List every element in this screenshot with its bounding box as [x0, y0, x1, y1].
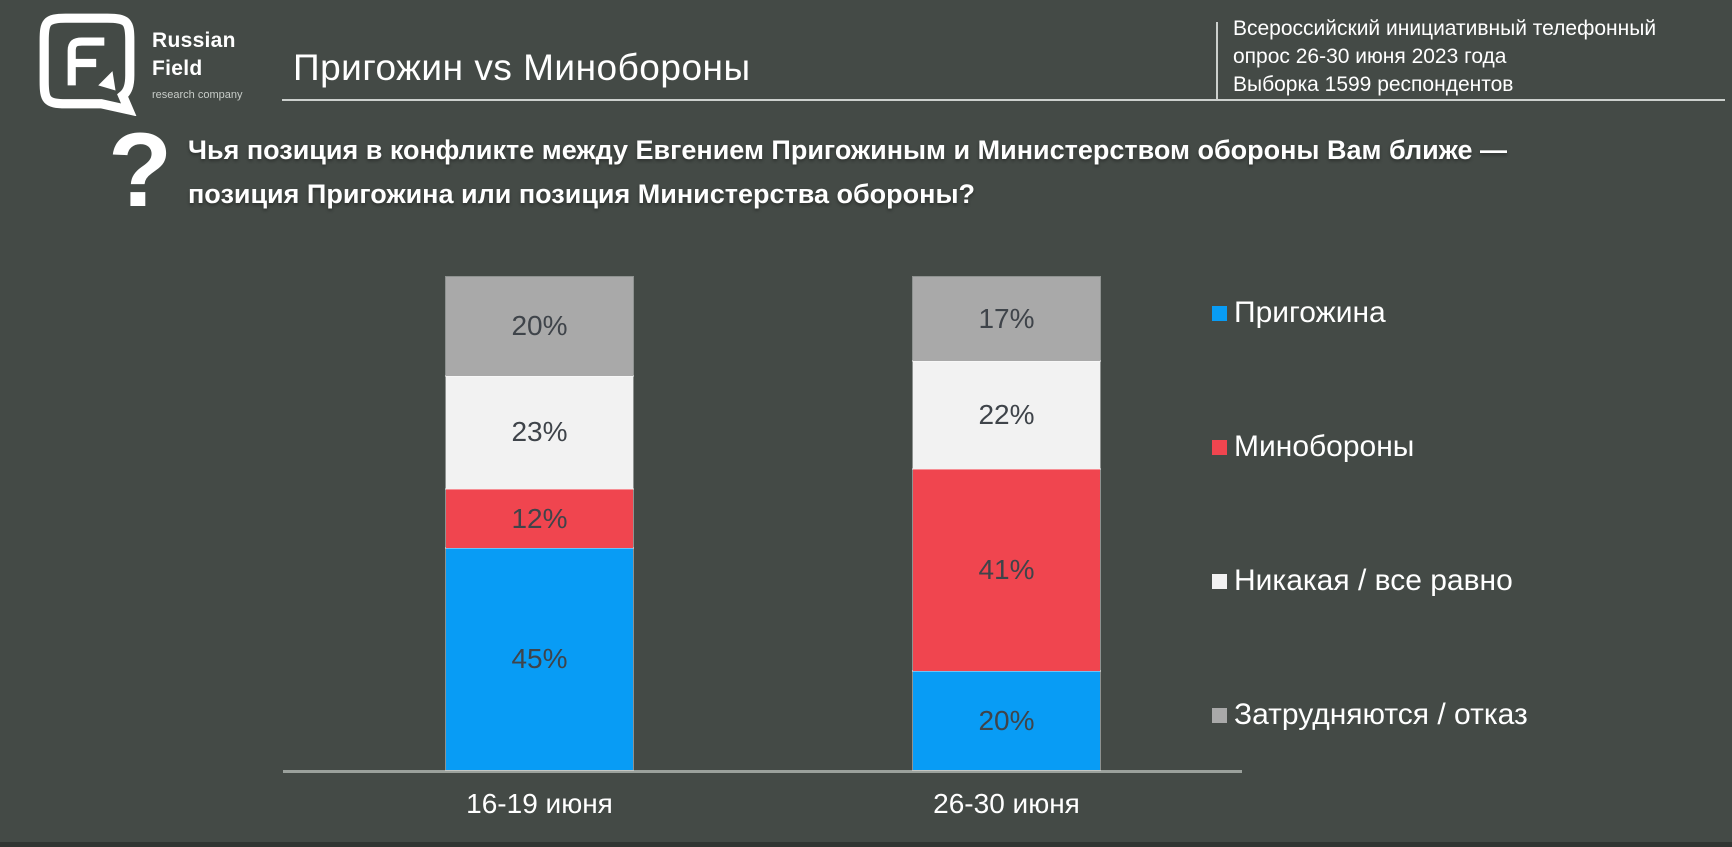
segment-value-label: 45% [511, 643, 568, 675]
brand-name-line1: Russian [152, 29, 236, 52]
legend-item: Затрудняются / отказ [1212, 698, 1528, 732]
brand-tagline: research company [152, 89, 243, 101]
bar-segment: 20% [446, 277, 633, 376]
brand-name-line2: Field [152, 57, 203, 80]
legend-item: Минобороны [1212, 430, 1528, 464]
legend-label: Минобороны [1234, 430, 1415, 463]
legend: Пригожина Минобороны Никакая / все равно За… [1212, 296, 1528, 732]
legend-color-swatch [1212, 573, 1227, 589]
legend-item: Никакая / все равно [1212, 564, 1528, 598]
survey-meta-line: Выборка 1599 респондентов [1233, 73, 1514, 96]
bar-segment: 41% [913, 469, 1100, 672]
russian-field-logo [39, 13, 137, 116]
legend-color-swatch [1212, 439, 1227, 455]
bar-segment: 12% [446, 488, 633, 549]
question-text-line: Чья позиция в конфликте между Евгением П… [188, 135, 1508, 165]
question-text-line: позиция Пригожина или позиция Министерст… [188, 179, 976, 209]
meta-divider [1216, 22, 1218, 100]
category-label: 26-30 июня [933, 788, 1080, 819]
x-axis-line [283, 770, 1242, 773]
survey-meta-line: Всероссийский инициативный телефонный [1233, 17, 1657, 40]
bar-segment: 23% [446, 375, 633, 489]
bar-segment: 22% [913, 360, 1100, 470]
brand-block: Russian Field research company [152, 27, 243, 101]
segment-value-label: 17% [978, 302, 1035, 334]
legend-label: Никакая / все равно [1234, 564, 1513, 597]
question-text: Чья позиция в конфликте между Евгением П… [188, 128, 1507, 216]
title-underline [282, 99, 1725, 101]
legend-color-swatch [1212, 305, 1227, 321]
bar-segment: 17% [913, 277, 1100, 361]
segment-value-label: 20% [978, 704, 1035, 736]
category-label: 16-19 июня [466, 788, 613, 819]
segment-value-label: 20% [511, 310, 568, 342]
legend-label: Затрудняются / отказ [1234, 698, 1528, 731]
logo-tail [98, 71, 116, 91]
page-title: Пригожин vs Минобороны [293, 47, 751, 88]
legend-item: Пригожина [1212, 296, 1528, 330]
bar-segment: 45% [446, 548, 633, 770]
survey-meta: Всероссийский инициативный телефонный опр… [1233, 15, 1656, 99]
segment-value-label: 41% [978, 554, 1035, 586]
survey-meta-line: опрос 26-30 июня 2023 года [1233, 45, 1507, 68]
bar-segment: 20% [913, 671, 1100, 770]
segment-value-label: 12% [511, 502, 568, 534]
question-mark-icon: ? [108, 112, 173, 229]
segment-value-label: 22% [978, 399, 1035, 431]
segment-value-label: 23% [511, 416, 568, 448]
legend-color-swatch [1212, 707, 1227, 723]
legend-label: Пригожина [1234, 296, 1386, 329]
